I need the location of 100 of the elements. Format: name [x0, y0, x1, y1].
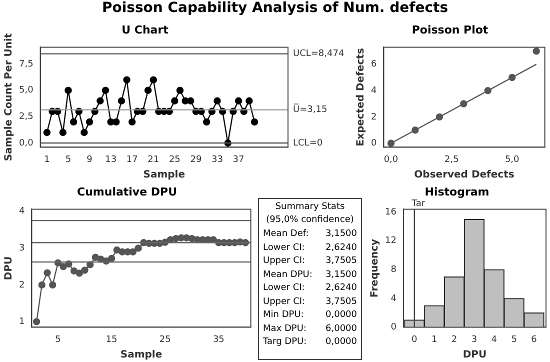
point: [532, 48, 540, 55]
text: Lower CI: 2,6240: [263, 283, 357, 293]
ref-line-label: UCL=8,474: [293, 49, 344, 60]
chart-title: U Chart: [122, 23, 168, 36]
chart-title: Poisson Plot: [412, 23, 488, 36]
point: [134, 244, 142, 252]
point: [80, 128, 88, 136]
y-tick-label: 4: [370, 86, 377, 96]
point: [246, 97, 253, 104]
text: Upper CI: 3,7505: [263, 256, 357, 266]
point: [86, 118, 94, 126]
text: Upper CI: 3,7505: [263, 296, 357, 306]
point: [234, 97, 242, 104]
x-tick-label: 21: [148, 154, 160, 165]
y-tick-label: 2: [370, 112, 377, 122]
point: [92, 254, 100, 261]
point: [49, 281, 56, 289]
x-tick-label: 2,5: [444, 154, 459, 165]
chart-title: Histogram: [424, 185, 490, 198]
point: [81, 266, 88, 274]
y-tick-label: 4: [18, 206, 25, 217]
x-tick-label: 17: [126, 154, 138, 165]
point: [202, 118, 210, 126]
chart-title: Cumulative DPU: [76, 185, 178, 198]
y-tick-label: 1: [18, 317, 25, 328]
point: [150, 76, 157, 84]
text: Mean DPU: 3,1500: [263, 270, 357, 280]
x-tick-label: 37: [232, 154, 244, 165]
x-tick-label: 25: [159, 334, 171, 345]
point: [128, 118, 136, 126]
y-tick-label: 2,5: [18, 112, 34, 122]
y-tick-label: 0: [370, 138, 377, 149]
point: [70, 118, 78, 126]
y-tick-label: 2: [18, 280, 25, 290]
text: Poisson Capability Analysis of Num. defects: [100, 0, 450, 16]
x-axis-title: Observed Defects: [414, 170, 514, 181]
y-axis-title: DPU: [4, 256, 15, 280]
point: [412, 126, 419, 134]
text: Lower CI: 2,6240: [263, 242, 357, 252]
point: [44, 269, 51, 276]
point: [436, 113, 444, 121]
x-tick-label: 4: [491, 334, 498, 345]
text: Mean Def: 3,1500: [263, 229, 357, 239]
point: [187, 97, 194, 104]
x-tick-label: 5: [65, 154, 72, 165]
point: [112, 118, 120, 126]
y-tick-label: 8: [390, 264, 397, 275]
point: [171, 97, 178, 104]
y-axis-title: Expected Defects: [356, 48, 367, 146]
point: [387, 140, 395, 147]
x-tick-label: 35: [212, 334, 224, 345]
x-axis-title: Sample: [120, 350, 162, 361]
y-tick-label: 6: [370, 60, 377, 70]
point: [176, 86, 184, 94]
point: [108, 254, 116, 262]
text: Targ DPU: 0,0000: [263, 337, 357, 347]
y-tick-label: 0,0: [18, 138, 34, 148]
point: [76, 270, 83, 277]
y-tick-label: 7,5: [18, 59, 34, 70]
y-tick-label: 5,0: [18, 86, 34, 96]
x-tick-label: 9: [86, 154, 93, 165]
x-axis-title: DPU: [462, 350, 487, 361]
point: [484, 87, 492, 94]
point: [64, 86, 72, 94]
y-tick-label: 12: [385, 236, 396, 246]
ref-line-label: U̅=3,15: [293, 104, 328, 116]
point: [129, 248, 137, 256]
x-tick-label: 6: [531, 334, 538, 345]
point: [60, 262, 67, 270]
text: Max DPU: 6,0000: [263, 324, 357, 334]
text: Min DPU: 0,0000: [263, 310, 357, 320]
x-tick-label: 0: [412, 334, 418, 345]
x-tick-label: 3: [471, 334, 478, 345]
point: [102, 86, 110, 94]
point: [144, 86, 152, 94]
point: [32, 318, 40, 326]
y-axis-title: Sample Count Per Unit: [4, 33, 15, 162]
point: [43, 128, 51, 136]
point: [38, 281, 46, 289]
ref-line-label: LCL=0: [293, 138, 323, 148]
x-axis-title: Sample: [143, 170, 186, 181]
x-tick-label: 5: [511, 334, 517, 345]
point: [214, 97, 221, 104]
x-tick-label: 2: [451, 334, 458, 345]
text: (95,0% confidence): [265, 215, 355, 225]
x-tick-label: 5,0: [504, 154, 520, 165]
x-tick-label: 29: [190, 154, 202, 165]
point: [118, 97, 126, 104]
point: [96, 97, 104, 104]
point: [70, 267, 78, 275]
x-tick-label: 1: [431, 334, 438, 345]
x-tick-label: 1: [44, 154, 50, 165]
x-tick-label: 5: [55, 334, 61, 345]
point: [508, 74, 516, 82]
y-tick-label: 0: [390, 322, 397, 333]
point: [460, 100, 468, 108]
text: Summary Stats: [274, 202, 346, 212]
y-tick-label: 4: [390, 294, 397, 304]
y-tick-label: 16: [385, 207, 397, 218]
x-tick-label: 25: [168, 154, 180, 165]
